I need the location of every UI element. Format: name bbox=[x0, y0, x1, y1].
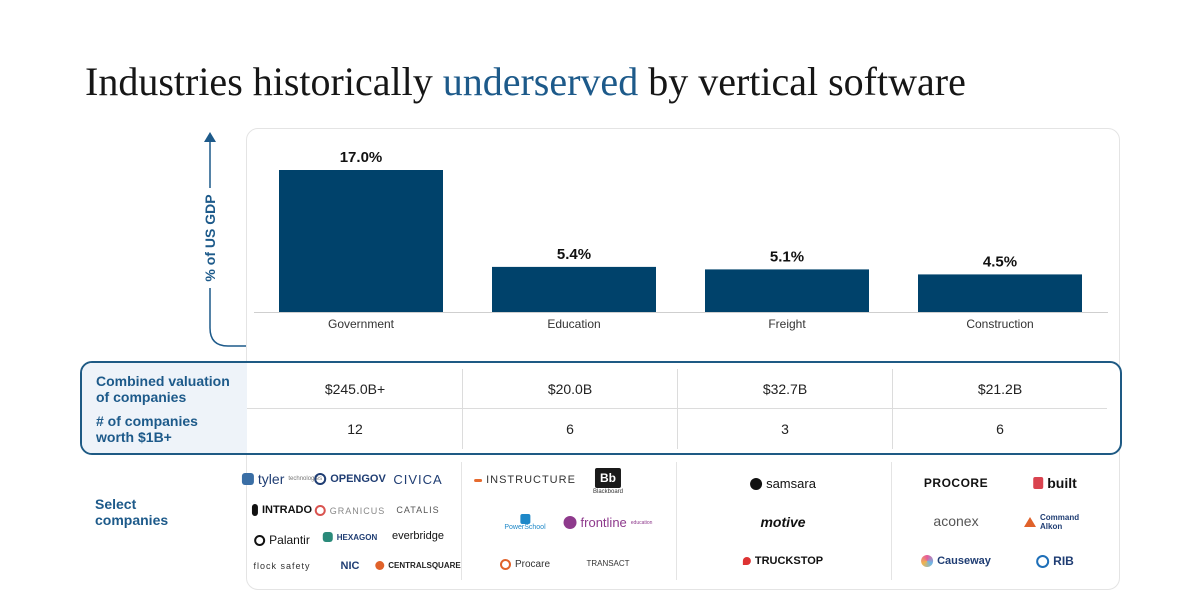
y-axis-label: % of US GDP bbox=[202, 194, 218, 282]
truckstop-icon bbox=[742, 557, 751, 565]
logo-col-divider bbox=[461, 462, 462, 580]
intrado-icon bbox=[251, 504, 258, 516]
data-label-construction: 4.5% bbox=[983, 253, 1017, 270]
metrics-label-column: Combined valuation of companies # of com… bbox=[82, 363, 247, 453]
count-label: # of companies worth $1B+ bbox=[96, 413, 198, 445]
x-tick-label-freight: Freight bbox=[768, 317, 806, 331]
logo-nic: NIC bbox=[340, 560, 360, 572]
logo-powerschool: PowerSchool bbox=[504, 514, 546, 531]
bar-education bbox=[492, 266, 656, 312]
causeway-icon bbox=[921, 555, 934, 567]
logo-rib: RIB bbox=[1036, 554, 1074, 568]
procare-icon bbox=[499, 559, 511, 570]
logo-catalis: CATALIS bbox=[396, 505, 440, 515]
logo-truckstop: TRUCKSTOP bbox=[742, 555, 823, 567]
data-label-government: 17.0% bbox=[340, 149, 383, 166]
logo-everbridge: everbridge bbox=[392, 530, 444, 542]
logo-granicus: GRANICUS bbox=[314, 505, 386, 516]
select-label-line1: Select bbox=[95, 496, 137, 512]
bar-chart: 17.0% Government 5.4% Education 5.1% Freight 4… bbox=[254, 149, 1108, 331]
x-tick-label-education: Education bbox=[547, 317, 600, 331]
bar-construction bbox=[918, 274, 1082, 312]
valuation-freight: $32.7B bbox=[762, 381, 808, 397]
count-label-line1: # of companies bbox=[96, 413, 198, 429]
metrics-table: Combined valuation of companies # of com… bbox=[80, 361, 1122, 455]
powerschool-icon bbox=[520, 514, 530, 524]
logo-intrado: INTRADO bbox=[251, 504, 312, 516]
logo-samsara: samsara bbox=[750, 476, 816, 491]
logo-procore: PROCORE bbox=[923, 476, 989, 490]
logo-instructure: INSTRUCTURE bbox=[474, 474, 576, 486]
title-suffix: by vertical software bbox=[638, 59, 966, 104]
count-government: 12 bbox=[347, 421, 363, 437]
logo-transact: TRANSACT bbox=[586, 559, 630, 568]
logo-hexagon: HEXAGON bbox=[322, 532, 377, 542]
logo-motive: motive bbox=[760, 514, 806, 530]
valuation-government: $245.0B+ bbox=[324, 381, 386, 397]
blackboard-icon: Bb bbox=[595, 468, 621, 488]
col-divider bbox=[892, 369, 893, 449]
count-label-line2: worth $1B+ bbox=[96, 429, 172, 445]
select-companies-label: Select companies bbox=[95, 496, 168, 528]
granicus-icon bbox=[314, 505, 326, 516]
hexagon-icon bbox=[322, 532, 333, 542]
samsara-icon bbox=[750, 477, 763, 490]
valuation-education: $20.0B bbox=[547, 381, 593, 397]
command-alkon-icon bbox=[1024, 517, 1036, 527]
tyler-icon bbox=[241, 473, 254, 485]
valuation-label-line1: Combined valuation bbox=[96, 373, 230, 389]
logo-procare: Procare bbox=[499, 559, 550, 570]
built-icon bbox=[1033, 477, 1044, 489]
logo-built: built bbox=[1033, 475, 1077, 491]
data-label-freight: 5.1% bbox=[770, 248, 804, 265]
logo-aconex: aconex bbox=[933, 513, 979, 529]
col-divider bbox=[462, 369, 463, 449]
centralsquare-icon bbox=[375, 561, 385, 570]
logo-col-divider bbox=[891, 462, 892, 580]
valuation-label: Combined valuation of companies bbox=[96, 373, 230, 405]
logo-col-divider bbox=[676, 462, 677, 580]
y-axis-arrow bbox=[200, 132, 246, 347]
logo-flock-safety: flock safety bbox=[253, 561, 311, 571]
valuation-construction: $21.2B bbox=[977, 381, 1023, 397]
col-divider bbox=[677, 369, 678, 449]
count-construction: 6 bbox=[996, 421, 1004, 437]
data-label-education: 5.4% bbox=[557, 246, 591, 263]
opengov-icon bbox=[314, 473, 327, 485]
count-education: 6 bbox=[566, 421, 574, 437]
logo-frontline: frontline education bbox=[563, 515, 652, 530]
title-accent: underserved bbox=[442, 59, 639, 104]
palantir-icon bbox=[254, 534, 266, 546]
count-freight: 3 bbox=[781, 421, 789, 437]
logo-tyler: tyler technologies bbox=[241, 471, 322, 487]
logo-causeway: Causeway bbox=[921, 555, 991, 567]
logo-centralsquare: CENTRALSQUARE bbox=[375, 561, 461, 570]
rib-icon bbox=[1036, 554, 1050, 568]
bar-freight bbox=[705, 269, 869, 312]
logo-command-alkon: Command Alkon bbox=[1024, 513, 1086, 531]
x-tick-label-government: Government bbox=[328, 317, 395, 331]
valuation-label-line2: of companies bbox=[96, 389, 187, 405]
x-tick-label-construction: Construction bbox=[966, 317, 1033, 331]
frontline-icon bbox=[563, 516, 577, 529]
logo-blackboard: Bb Blackboard bbox=[593, 468, 623, 495]
title-prefix: Industries historically bbox=[85, 59, 443, 104]
bar-government bbox=[279, 170, 443, 312]
logo-palantir: Palantir bbox=[254, 533, 310, 547]
select-label-line2: companies bbox=[95, 512, 169, 528]
logo-opengov: OPENGOV bbox=[314, 473, 386, 485]
instructure-icon bbox=[474, 478, 483, 482]
logo-civica: CIVICA bbox=[393, 472, 443, 487]
page-title: Industries historically underserved by v… bbox=[85, 58, 966, 105]
